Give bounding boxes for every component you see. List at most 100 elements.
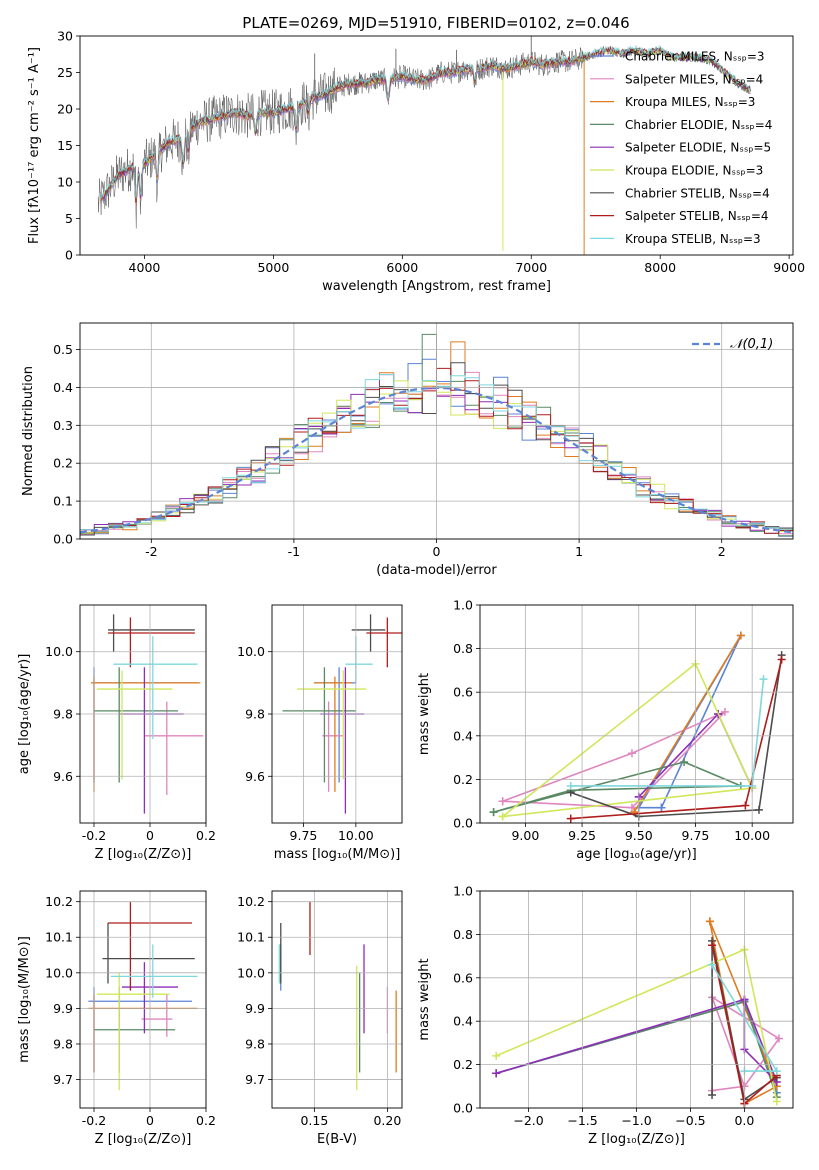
legend-label: Salpeter STELIB, Nₛₛₚ=4 — [625, 209, 769, 223]
y-tick-label: 0.8 — [453, 927, 473, 942]
y-tick-label: 1.0 — [453, 884, 473, 899]
weight-line-kroupa_elodie — [502, 662, 754, 818]
chart-title: PLATE=0269, MJD=51910, FIBERID=0102, z=0… — [242, 14, 629, 32]
weight-marker-chabrier_elodie — [680, 757, 689, 766]
x-tick-label: −2.0 — [513, 1113, 543, 1128]
x-tick-label: 10.00 — [734, 828, 770, 843]
x-tick-label: 9.75 — [290, 828, 318, 843]
errorbar-chabrier_elodie — [94, 987, 176, 1073]
x-tick-label: 5000 — [257, 260, 289, 275]
y-tick-label: 0.2 — [453, 1057, 473, 1072]
model-spectrum-kroupa_stelib — [100, 44, 751, 200]
x-axis-label: Z [log₁₀(Z/Z⊙)] — [95, 847, 192, 862]
y-tick-label: 0.3 — [53, 418, 73, 433]
y-axis-label: Normed distribution — [21, 366, 36, 496]
x-tick-label: 10.00 — [338, 828, 374, 843]
plot-area — [88, 901, 198, 1091]
x-tick-label: 9.25 — [568, 828, 596, 843]
y-tick-label: 10.1 — [45, 930, 73, 945]
errorbar-salpeter_stelib — [108, 617, 195, 668]
weight-marker-salpeter_stelib — [566, 814, 575, 823]
x-tick-label: 0 — [146, 1113, 154, 1128]
weight-line-kroupa_elodie — [495, 948, 778, 1102]
model-spectrum-salpeter_stelib — [100, 45, 751, 204]
x-tick-label: 0 — [433, 544, 441, 559]
errorbar-kroupa_elodie — [96, 670, 173, 780]
weight-marker-kroupa_stelib — [566, 781, 575, 790]
legend-label: Salpeter MILES, Nₛₛₚ=4 — [625, 72, 763, 86]
axes-residuals: -2 -1 0 1 2 0.0 0.1 0.2 0.3 0.4 0.5 (data-model)/er… — [21, 322, 794, 578]
weight-line-chabrier_stelib — [711, 940, 778, 1101]
weight-marker-salpeter_stelib — [777, 655, 786, 664]
x-tick-label: 0.2 — [196, 1113, 216, 1128]
y-tick-label: 0.4 — [453, 1014, 473, 1029]
y-tick-label: 10.0 — [237, 644, 265, 659]
weight-marker-kroupa_miles — [705, 917, 714, 926]
y-tick-label: 10.1 — [237, 930, 265, 945]
weight-line-kroupa_stelib — [570, 679, 765, 787]
weight-line-kroupa_miles — [709, 921, 778, 1105]
axes-frame — [479, 604, 794, 824]
y-axis-label: Flux [fλ10⁻¹⁷ erg cm⁻² s⁻¹ A⁻¹] — [27, 47, 42, 244]
weight-marker-salpeter_miles — [498, 797, 507, 806]
x-axis-label: age [log₁₀(age/yr)] — [576, 847, 697, 862]
x-tick-label: 9.50 — [625, 828, 653, 843]
legend: Chabrier MILES, Nₛₛₚ=3 Salpeter MILES, Nₛ… — [590, 50, 772, 246]
axes-frame — [271, 604, 403, 824]
errorbar-kroupa_elodie — [297, 670, 367, 780]
x-tick-label: 8000 — [644, 260, 676, 275]
weight-marker-salpeter_stelib — [741, 801, 750, 810]
y-axis-label: mass weight — [417, 673, 432, 755]
y-axis-label: mass [log₁₀(M/M⊙)] — [17, 936, 32, 1063]
weight-marker-kroupa_miles — [736, 631, 745, 640]
legend-label: Chabrier ELODIE, Nₛₛₚ=4 — [625, 118, 772, 132]
weight-line-salpeter_miles — [502, 711, 726, 809]
weight-marker-salpeter_miles — [720, 707, 729, 716]
weight-line-chabrier_stelib — [570, 654, 783, 818]
errorbar-chabrier_stelib — [102, 923, 195, 984]
y-axis-label: age [log₁₀(age/yr)] — [17, 654, 32, 775]
x-tick-label: −1.5 — [567, 1113, 597, 1128]
x-axis-label: mass [log₁₀(M/M⊙)] — [274, 847, 401, 862]
axes-spectrum: 4000 5000 6000 7000 8000 9000 0 5 10 15 20 25 30 wave… — [27, 29, 805, 295]
x-tick-label: 0.15 — [300, 1113, 328, 1128]
x-tick-label: 4000 — [129, 260, 161, 275]
legend-label: Kroupa STELIB, Nₛₛₚ=3 — [625, 232, 761, 246]
axes-mass_vs_ebv: 0.15 0.20 9.7 9.8 9.9 10.0 10.1 10.2 E(B-V) — [237, 890, 403, 1147]
errorbar-kroupa_elodie — [96, 972, 170, 1091]
x-tick-label: -0.2 — [82, 1113, 106, 1128]
errorbar-chabrier_elodie — [94, 667, 178, 783]
y-tick-label: 10 — [57, 175, 73, 190]
y-tick-label: 25 — [57, 65, 73, 80]
y-tick-label: 0.4 — [453, 728, 473, 743]
x-tick-label: 9.00 — [511, 828, 539, 843]
weight-line-chabrier_elodie — [495, 1000, 778, 1098]
x-tick-label: 2 — [718, 544, 726, 559]
y-tick-label: 9.9 — [245, 1001, 265, 1016]
weight-line-salpeter_stelib — [570, 659, 783, 820]
y-axis-label: mass weight — [417, 958, 432, 1040]
x-tick-label: -2 — [145, 544, 157, 559]
y-tick-label: 0.0 — [453, 816, 473, 831]
y-tick-label: 0.6 — [453, 685, 473, 700]
x-tick-label: 0.2 — [196, 828, 216, 843]
y-tick-label: 0.2 — [453, 772, 473, 787]
weight-marker-kroupa_elodie — [492, 1051, 501, 1060]
weight-line-chabrier_elodie — [493, 761, 742, 813]
errorbar-kroupa_stelib — [110, 944, 198, 998]
errorbar-kroupa_miles — [88, 994, 198, 1073]
y-tick-label: 10.0 — [237, 965, 265, 980]
weight-marker-salpeter_miles — [627, 749, 636, 758]
weight-marker-kroupa_elodie — [498, 812, 507, 821]
weight-marker-salpeter_miles — [627, 803, 636, 812]
legend-label: Kroupa MILES, Nₛₛₚ=3 — [625, 95, 755, 109]
legend-label: 𝒩(0,1) — [730, 337, 773, 352]
y-tick-label: 30 — [57, 29, 73, 44]
weight-marker-kroupa_stelib — [772, 1067, 781, 1076]
legend-label: Chabrier STELIB, Nₛₛₚ=4 — [625, 186, 770, 200]
y-tick-label: 9.8 — [245, 707, 265, 722]
x-tick-label: 9.75 — [682, 828, 710, 843]
x-tick-label: 6000 — [386, 260, 418, 275]
x-tick-label: 1 — [575, 544, 583, 559]
